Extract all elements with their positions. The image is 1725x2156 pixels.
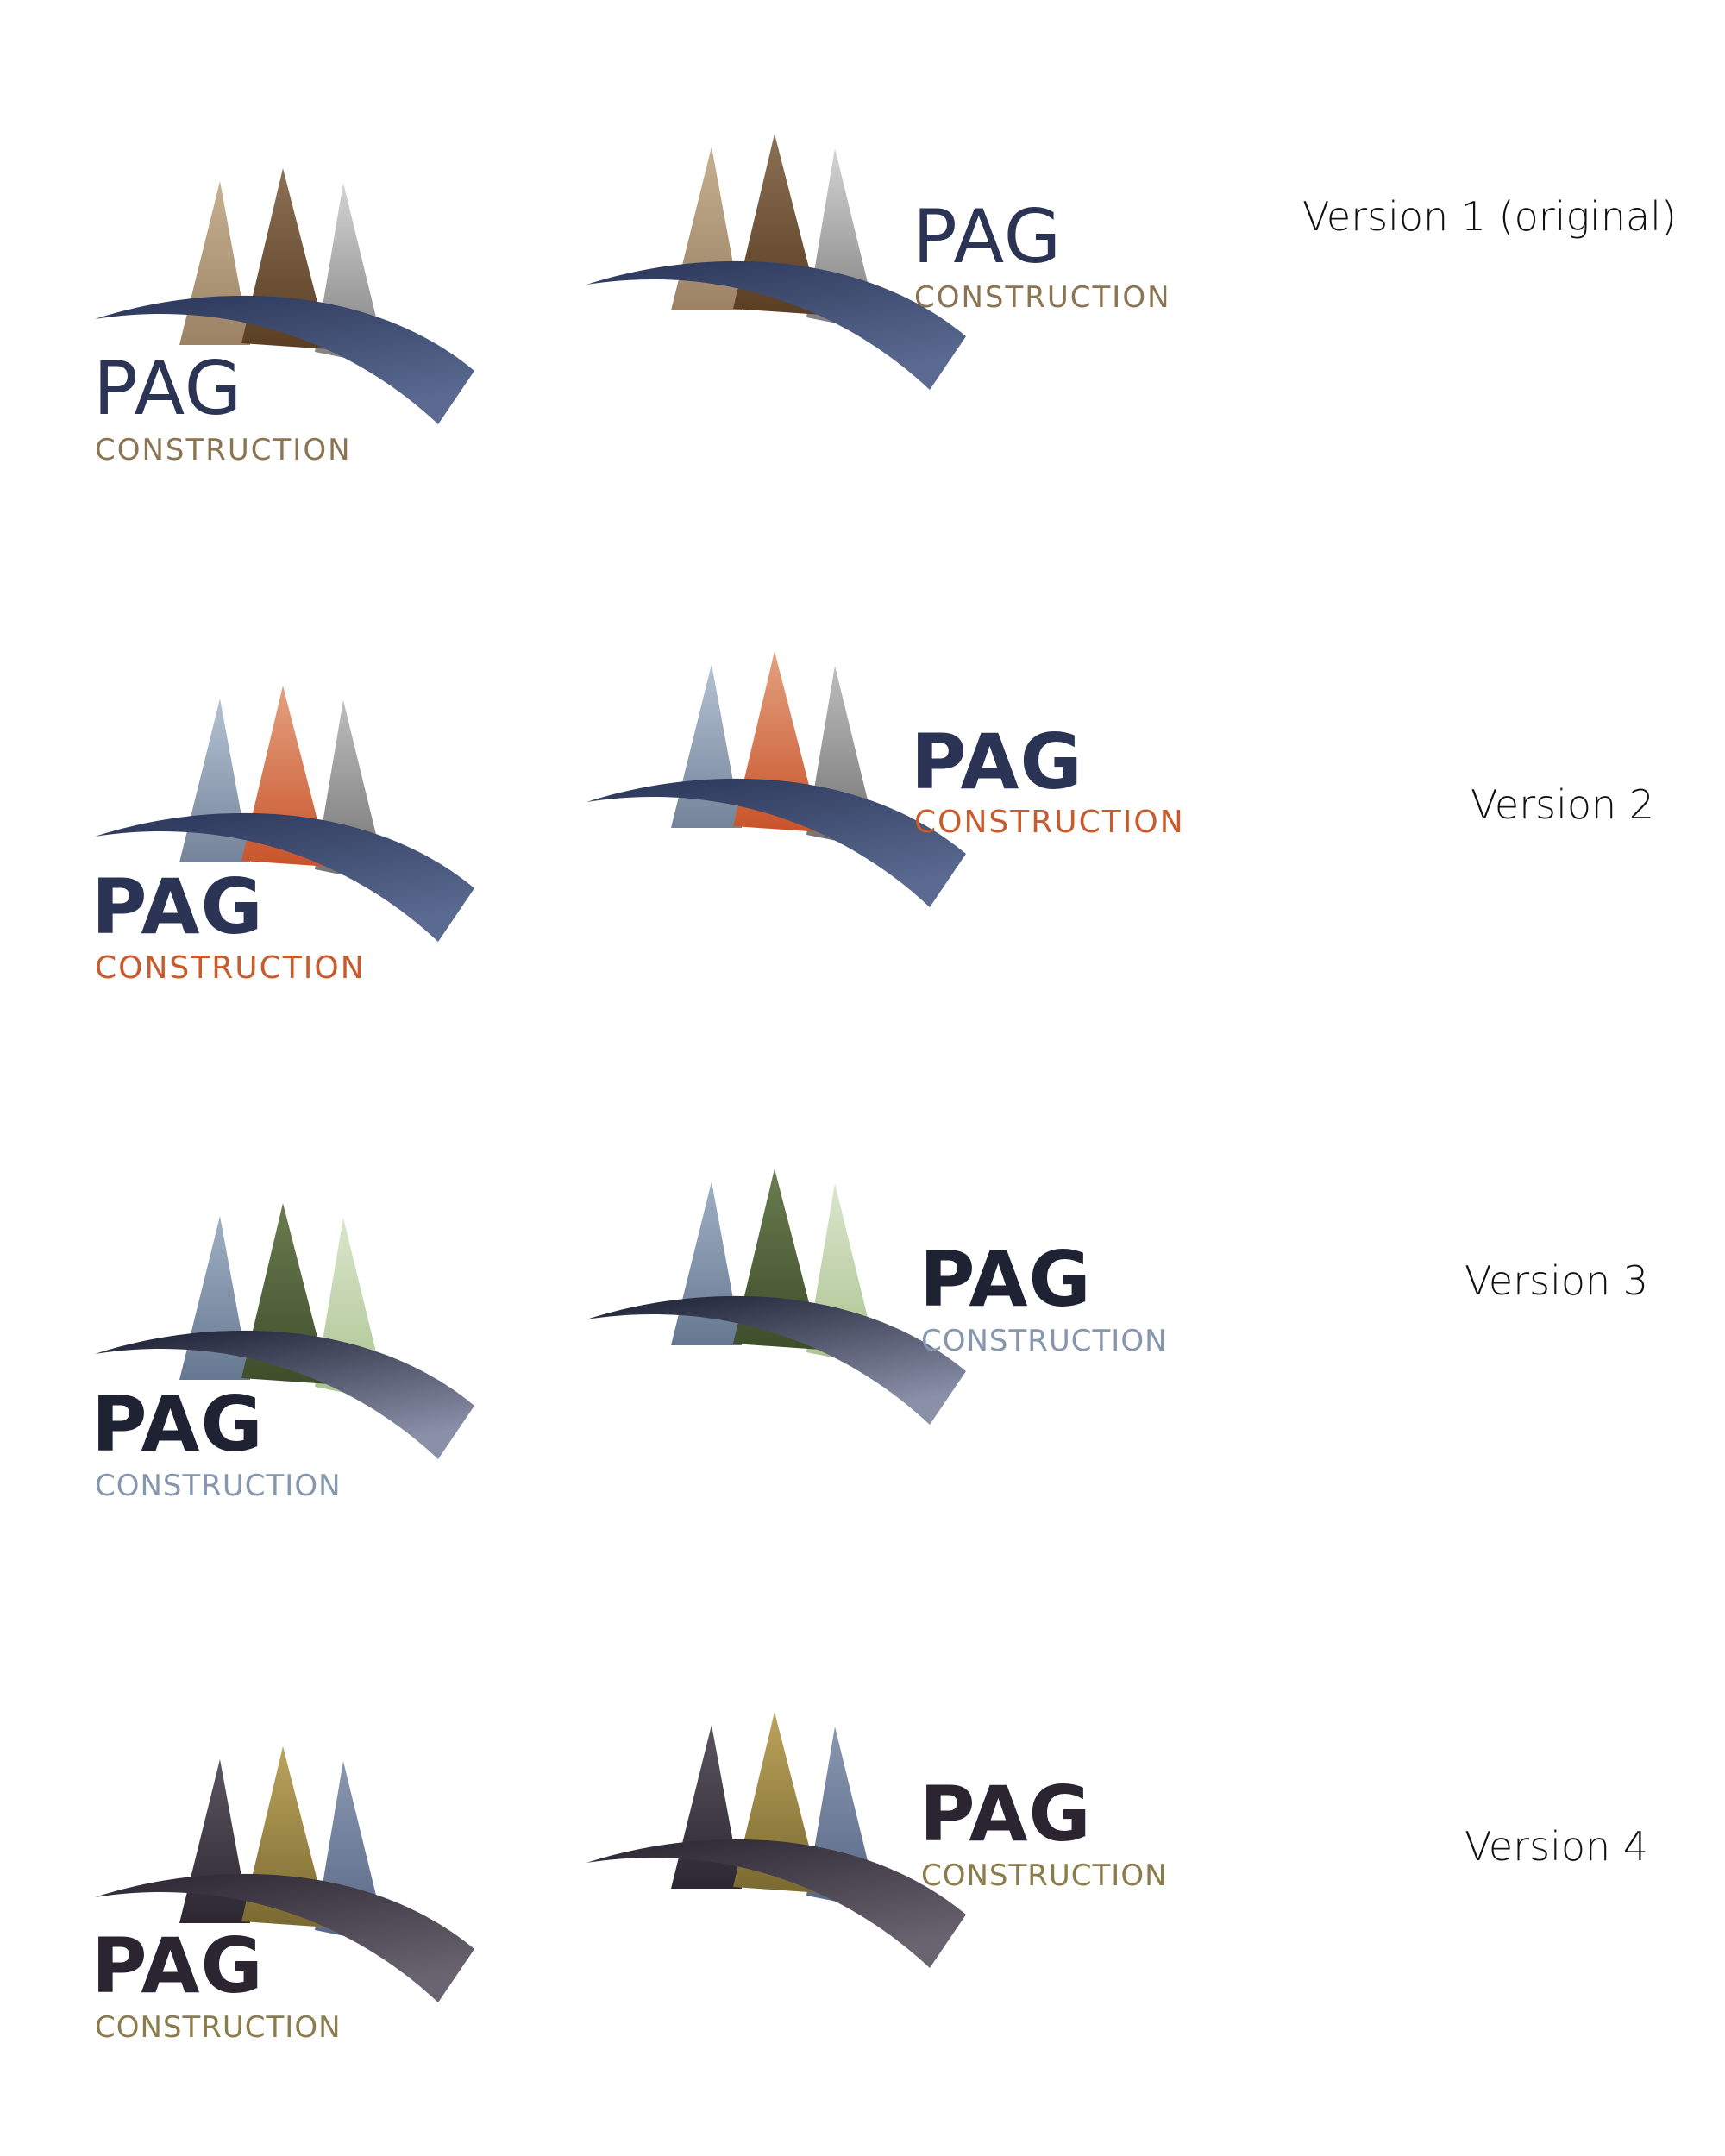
version-label: Version 2 xyxy=(1471,781,1655,828)
logo-stacked: PAG CONSTRUCTION xyxy=(86,1699,500,2061)
arc-icon xyxy=(586,260,966,390)
logo-mark xyxy=(95,1746,474,2002)
subtitle: CONSTRUCTION xyxy=(95,433,352,467)
arc-icon xyxy=(586,1295,966,1425)
arc-icon xyxy=(586,1839,966,1968)
arc-icon xyxy=(95,812,474,942)
version-label: Version 1 (original) xyxy=(1302,193,1677,240)
subtitle: CONSTRUCTION xyxy=(95,2010,342,2045)
wordmark: PAG xyxy=(919,1770,1092,1858)
wordmark: PAG xyxy=(91,1921,264,2010)
logo-horizontal: PAG CONSTRUCTION xyxy=(578,638,1233,966)
version-row-1: PAG CONSTRUCTION PAG CONSTRUCTION Versio… xyxy=(0,0,1725,517)
subtitle: CONSTRUCTION xyxy=(914,280,1171,315)
logo-horizontal: PAG CONSTRUCTION xyxy=(578,121,1233,448)
arc-icon xyxy=(95,1873,474,2002)
subtitle: CONSTRUCTION xyxy=(914,805,1185,840)
logo-mark xyxy=(586,651,966,907)
logo-mark xyxy=(95,168,474,424)
arc-icon xyxy=(586,778,966,907)
subtitle: CONSTRUCTION xyxy=(921,1324,1168,1358)
wordmark: PAG xyxy=(91,1380,264,1469)
wordmark: PAG xyxy=(93,346,243,432)
arc-icon xyxy=(95,1330,474,1459)
subtitle: CONSTRUCTION xyxy=(95,950,366,986)
logo-stacked: PAG CONSTRUCTION xyxy=(86,121,500,483)
logo-mark xyxy=(95,686,474,942)
arc-icon xyxy=(95,295,474,424)
version-row-4: PAG CONSTRUCTION PAG CONSTRUCTION Versio… xyxy=(0,1552,1725,2070)
logo-mark xyxy=(586,1712,966,1968)
version-label: Version 3 xyxy=(1465,1257,1649,1304)
logo-mark xyxy=(586,1169,966,1425)
logo-stacked: PAG CONSTRUCTION xyxy=(86,638,500,1000)
subtitle: CONSTRUCTION xyxy=(95,1469,342,1503)
wordmark: PAG xyxy=(919,1235,1092,1324)
logo-mark xyxy=(95,1203,474,1459)
logo-horizontal: PAG CONSTRUCTION xyxy=(578,1699,1233,2027)
wordmark: PAG xyxy=(911,718,1083,806)
wordmark: PAG xyxy=(913,194,1063,280)
version-row-3: PAG CONSTRUCTION PAG CONSTRUCTION Versio… xyxy=(0,1035,1725,1552)
wordmark: PAG xyxy=(91,862,264,951)
logo-horizontal: PAG CONSTRUCTION xyxy=(578,1156,1233,1483)
logo-mark xyxy=(586,134,966,390)
subtitle: CONSTRUCTION xyxy=(921,1858,1168,1893)
version-row-2: PAG CONSTRUCTION PAG CONSTRUCTION Versio… xyxy=(0,517,1725,1035)
version-label: Version 4 xyxy=(1465,1823,1649,1870)
logo-stacked: PAG CONSTRUCTION xyxy=(86,1156,500,1518)
